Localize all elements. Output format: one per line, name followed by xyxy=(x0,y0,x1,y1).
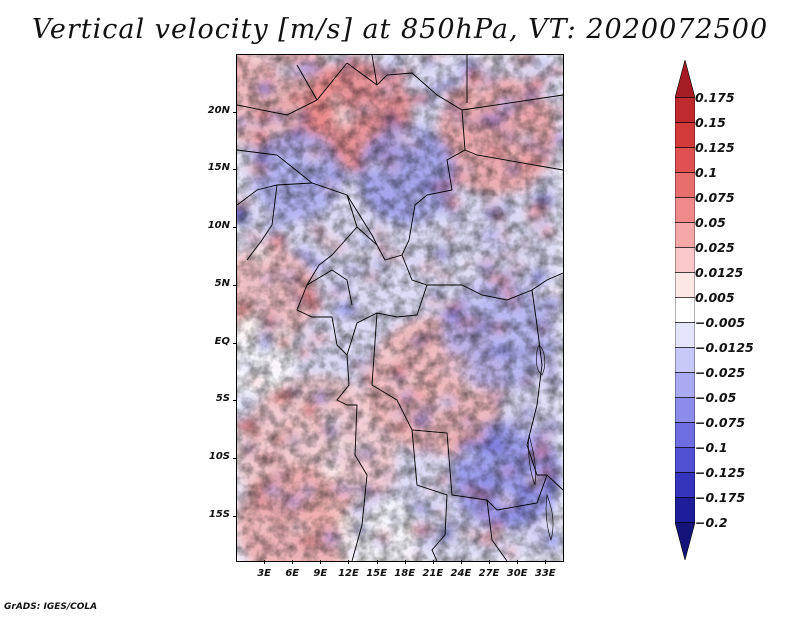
lon-label: 30E xyxy=(506,568,528,579)
velocity-field-map xyxy=(237,55,563,561)
colorbar-level-label: 0.125 xyxy=(695,139,735,155)
lon-tick xyxy=(517,560,519,564)
colorbar-level-label: 0.175 xyxy=(695,89,735,105)
colorbar-cell xyxy=(675,497,695,523)
plot-title: Vertical velocity [m/s] at 850hPa, VT: 2… xyxy=(31,14,769,45)
colorbar-level-label: 0.0125 xyxy=(695,264,744,280)
lat-tick xyxy=(233,515,237,517)
colorbar-cell xyxy=(675,447,695,473)
colorbar-cell xyxy=(675,97,695,123)
colorbar-cell xyxy=(675,472,695,498)
lat-label: EQ xyxy=(214,335,230,347)
lon-tick xyxy=(264,560,266,564)
colorbar-cell xyxy=(675,422,695,448)
colorbar-cell xyxy=(675,122,695,148)
colorbar-cell xyxy=(675,60,695,98)
colorbar-level-label: 0.1 xyxy=(695,164,718,180)
lat-tick xyxy=(233,458,237,460)
lat-label: 20N xyxy=(207,104,230,116)
colorbar-level-label: 0.05 xyxy=(695,214,726,230)
lat-tick xyxy=(233,400,237,402)
colorbar-level-label: 0.005 xyxy=(695,289,735,305)
colorbar-cell xyxy=(675,522,695,560)
lat-tick xyxy=(233,284,237,286)
lat-label: 10N xyxy=(207,220,230,232)
lon-label: 6E xyxy=(285,568,300,579)
colorbar-level-label: −0.1 xyxy=(695,439,728,455)
colorbar-cell xyxy=(675,197,695,223)
colorbar-level-label: 0.15 xyxy=(695,114,726,130)
lon-label: 9E xyxy=(313,568,328,579)
colorbar-cell xyxy=(675,297,695,323)
colorbar-level-label: −0.05 xyxy=(695,389,737,405)
country-borders xyxy=(237,55,563,561)
colorbar-cell xyxy=(675,222,695,248)
lat-tick xyxy=(233,227,237,229)
lake-outlines xyxy=(528,344,554,542)
colorbar-level-label: 0.025 xyxy=(695,239,735,255)
colorbar-cell xyxy=(675,322,695,348)
colorbar-level-label: −0.0125 xyxy=(695,339,754,355)
colorbar-level-label: −0.025 xyxy=(695,364,746,380)
colorbar-cell xyxy=(675,272,695,298)
lon-label: 21E xyxy=(422,568,444,579)
colorbar-level-label: −0.075 xyxy=(695,414,746,430)
lon-tick xyxy=(292,560,294,564)
colorbar-cell xyxy=(675,247,695,273)
lat-tick xyxy=(233,111,237,113)
colorbar-cell xyxy=(675,172,695,198)
lon-label: 27E xyxy=(478,568,500,579)
colorbar-cell xyxy=(675,147,695,173)
lat-tick xyxy=(233,169,237,171)
colorbar-cell xyxy=(675,397,695,423)
lon-label: 3E xyxy=(257,568,271,579)
lat-tick xyxy=(233,342,237,344)
colorbar-level-label: −0.2 xyxy=(695,514,728,530)
lon-label: 24E xyxy=(450,568,472,579)
lon-tick xyxy=(320,560,322,564)
map-panel xyxy=(236,54,564,562)
lat-label: 15N xyxy=(207,162,230,174)
lon-label: 33E xyxy=(534,568,556,579)
lon-tick xyxy=(376,560,378,564)
lon-tick xyxy=(432,560,434,564)
colorbar-level-label: 0.075 xyxy=(695,189,735,205)
lon-label: 15E xyxy=(366,568,387,579)
colorbar xyxy=(675,60,695,560)
lon-tick xyxy=(348,560,350,564)
lon-tick xyxy=(545,560,547,564)
colorbar-level-label: −0.005 xyxy=(695,314,746,330)
lat-label: 10S xyxy=(208,451,230,463)
lon-label: 18E xyxy=(394,568,416,579)
lat-label: 5N xyxy=(214,277,230,289)
colorbar-level-label: −0.175 xyxy=(695,489,746,505)
lon-tick xyxy=(460,560,462,564)
colorbar-level-label: −0.125 xyxy=(695,464,746,480)
footer-credit: GrADS: IGES/COLA xyxy=(4,602,98,612)
lon-tick xyxy=(404,560,406,564)
lat-label: 5S xyxy=(215,393,230,405)
colorbar-cell xyxy=(675,372,695,398)
lon-label: 12E xyxy=(338,568,359,579)
lat-label: 15S xyxy=(208,508,230,520)
lon-tick xyxy=(489,560,491,564)
colorbar-cell xyxy=(675,347,695,373)
